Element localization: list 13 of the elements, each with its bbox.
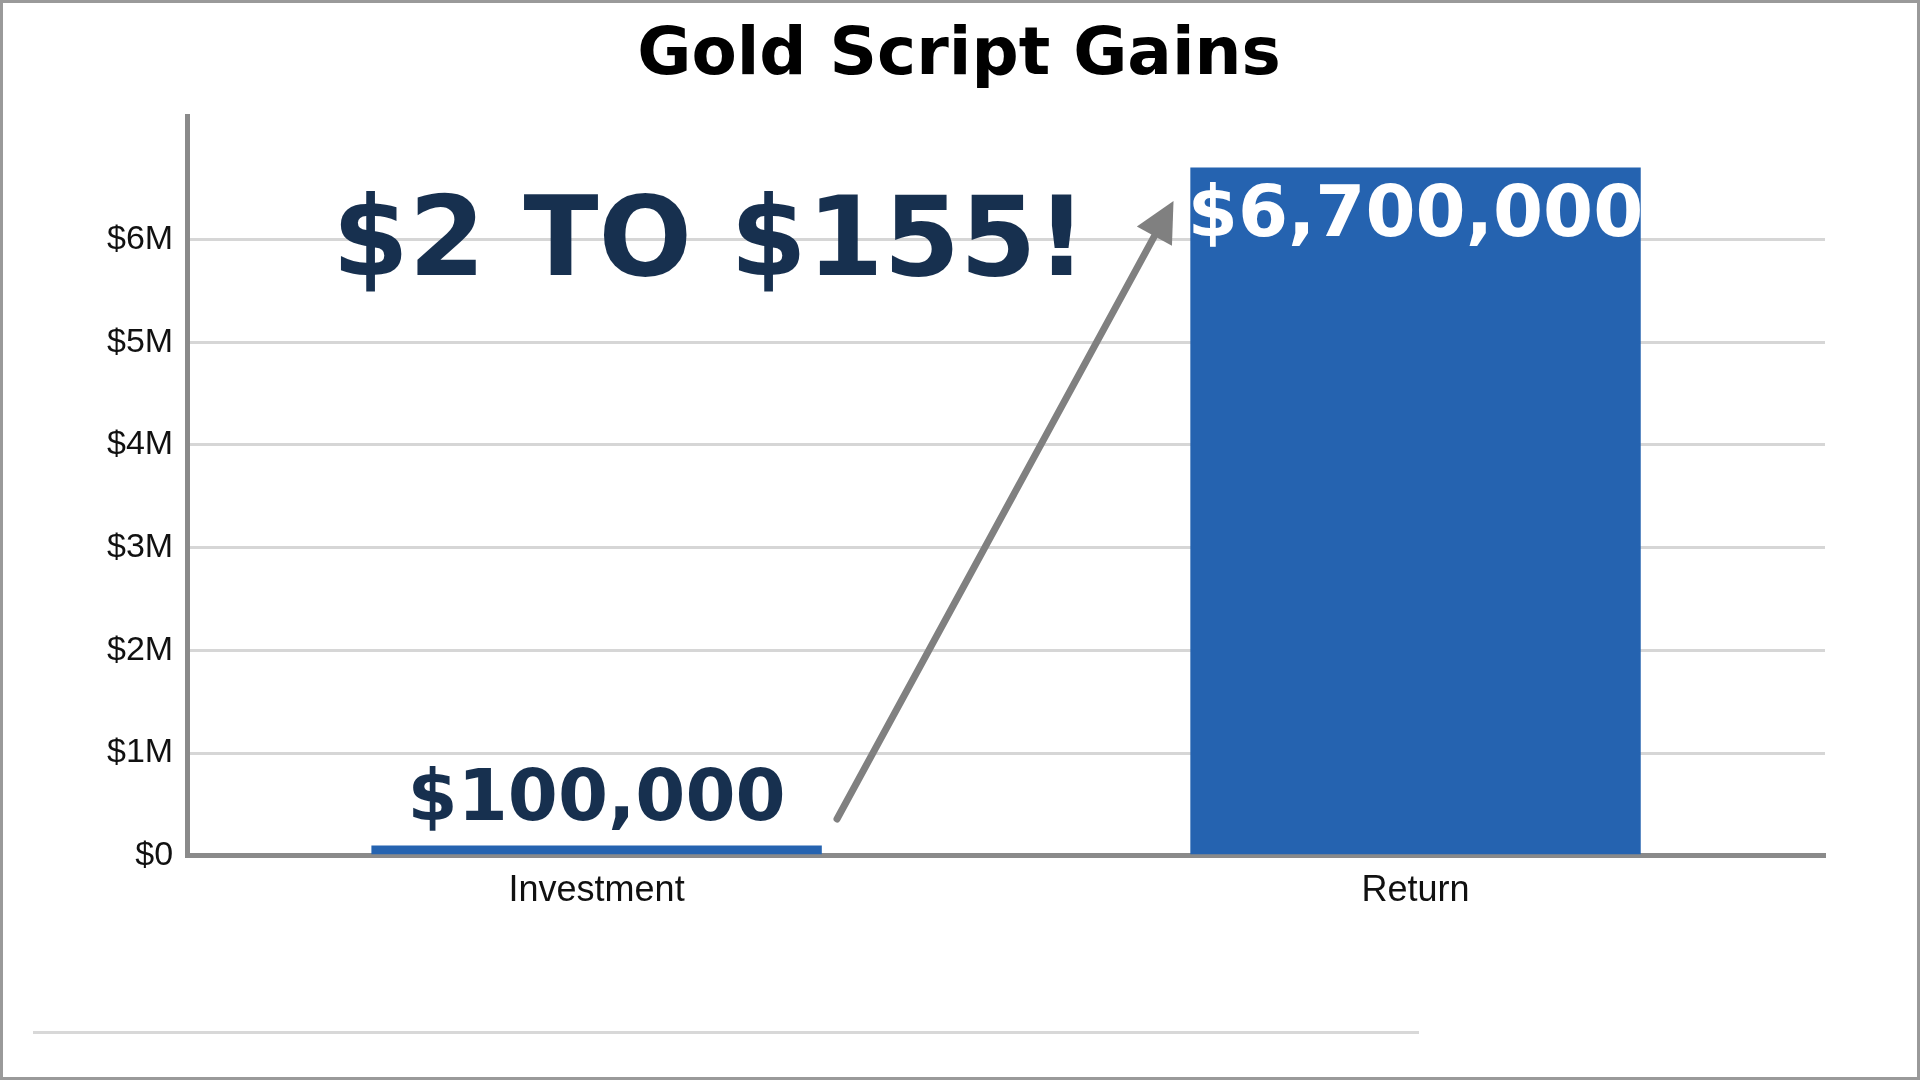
y-tick-label: $3M (107, 526, 174, 565)
y-tick-label: $2M (107, 628, 174, 667)
annotation: $2 TO $155! (332, 172, 1087, 301)
y-tick-label: $5M (107, 320, 174, 359)
data-label: $100,000 (407, 753, 786, 838)
chart-title: Gold Script Gains (637, 12, 1281, 90)
y-tick-label: $4M (107, 423, 174, 462)
y-tick-label: $1M (107, 731, 174, 770)
y-tick-label: $6M (107, 217, 174, 256)
x-tick-label: Investment (508, 868, 685, 910)
y-tick-label: $0 (135, 834, 174, 873)
data-label: $6,700,000 (1187, 169, 1644, 254)
x-tick-label: Return (1361, 868, 1470, 910)
